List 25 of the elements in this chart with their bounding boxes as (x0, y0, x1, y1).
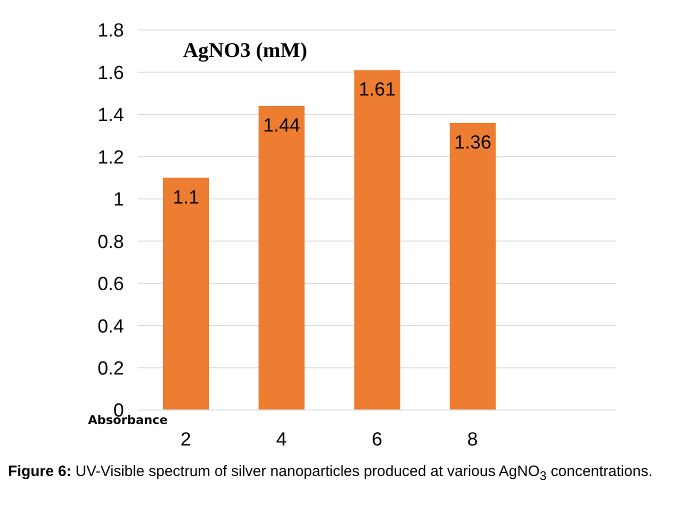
x-tick-label: 6 (372, 429, 382, 450)
data-label: 1.44 (263, 115, 301, 136)
x-tick-label: 8 (467, 429, 478, 450)
bar (450, 122, 496, 410)
bar (258, 106, 305, 410)
text: UV-Visible spectrum of silver nanoparticles produced at various AgNO$_{3}$ concentrations. (76, 463, 652, 483)
y-tick-label: 0.2 (98, 358, 124, 380)
bar (163, 178, 209, 410)
y-axis-title: Absorbance (88, 413, 168, 427)
chart-title: AgNO3 (mM) (183, 38, 308, 63)
y-tick-label: 1.4 (98, 105, 124, 126)
y-tick-label: 1.8 (98, 20, 124, 42)
caption: Figure 6: (8, 463, 72, 480)
x-tick-label: 2 (180, 429, 192, 450)
y-tick-label: 0.6 (98, 274, 124, 296)
data-label: 1.36 (454, 132, 492, 154)
y-tick-label: 0.8 (98, 232, 124, 253)
y-tick-label: 1 (113, 190, 124, 211)
data-label: 1.1 (172, 187, 200, 208)
y-tick-label: 1.2 (98, 147, 124, 168)
x-tick-label: 4 (276, 429, 288, 450)
data-label: 1.61 (358, 80, 396, 101)
y-tick-label: 0.4 (98, 316, 124, 338)
y-tick-label: 1.6 (98, 62, 124, 84)
bar (354, 70, 400, 410)
